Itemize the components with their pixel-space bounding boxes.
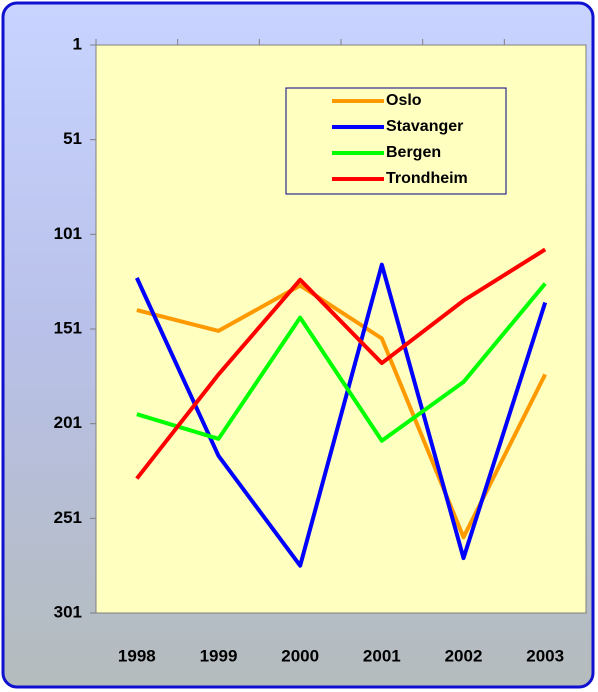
y-tick-label: 251 [54, 508, 82, 527]
x-tick-label: 2001 [363, 646, 401, 665]
legend-label: Bergen [386, 144, 441, 161]
line-series [135, 247, 547, 480]
x-tick-label: 2000 [281, 646, 319, 665]
y-tick-label: 51 [63, 129, 82, 148]
y-tick-label: 201 [54, 413, 82, 432]
y-tick-label: 301 [54, 602, 82, 621]
legend: Oslo Stavanger Bergen Trondheim [285, 87, 507, 195]
legend-label: Oslo [386, 92, 422, 109]
legend-label: Trondheim [386, 170, 468, 187]
line-series [135, 262, 548, 568]
x-tick-label: 1998 [118, 646, 156, 665]
legend-box [285, 87, 507, 195]
y-tick-label: 101 [54, 224, 82, 243]
x-tick-label: 2002 [445, 646, 483, 665]
y-tick-label: 1 [73, 34, 82, 53]
legend-label: Stavanger [386, 118, 463, 135]
x-tick-label: 2003 [526, 646, 564, 665]
y-tick-label: 151 [54, 318, 82, 337]
x-tick-label: 1999 [200, 646, 238, 665]
line-series [136, 282, 547, 443]
